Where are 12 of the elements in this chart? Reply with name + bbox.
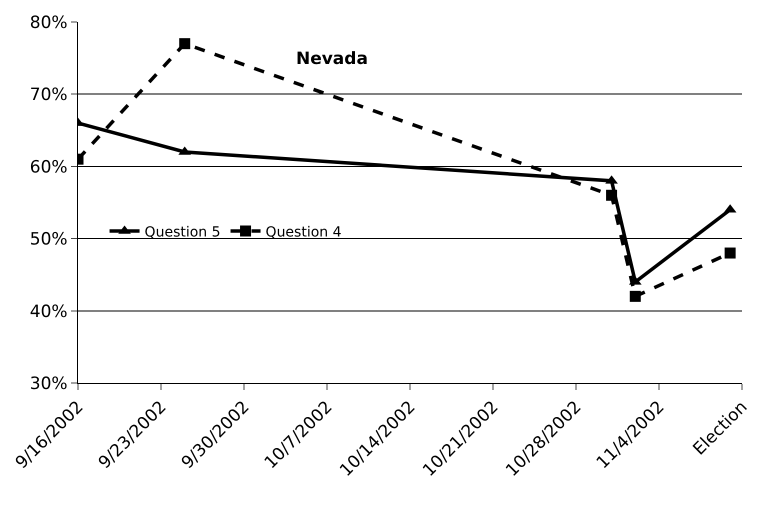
y-tick-label: 50% bbox=[30, 230, 68, 250]
y-tick-label: 80% bbox=[30, 12, 68, 33]
point bbox=[630, 290, 641, 302]
legend-label: Question 4 bbox=[266, 224, 342, 240]
y-tick-label: 30% bbox=[30, 374, 68, 394]
point bbox=[724, 248, 736, 259]
y-tick-label: 60% bbox=[30, 157, 68, 178]
y-tick-label: 70% bbox=[30, 85, 68, 106]
y-tick-label: 40% bbox=[30, 302, 68, 322]
point bbox=[606, 190, 618, 201]
legend-label: Question 5 bbox=[144, 224, 221, 240]
text: Nevada bbox=[296, 48, 368, 69]
